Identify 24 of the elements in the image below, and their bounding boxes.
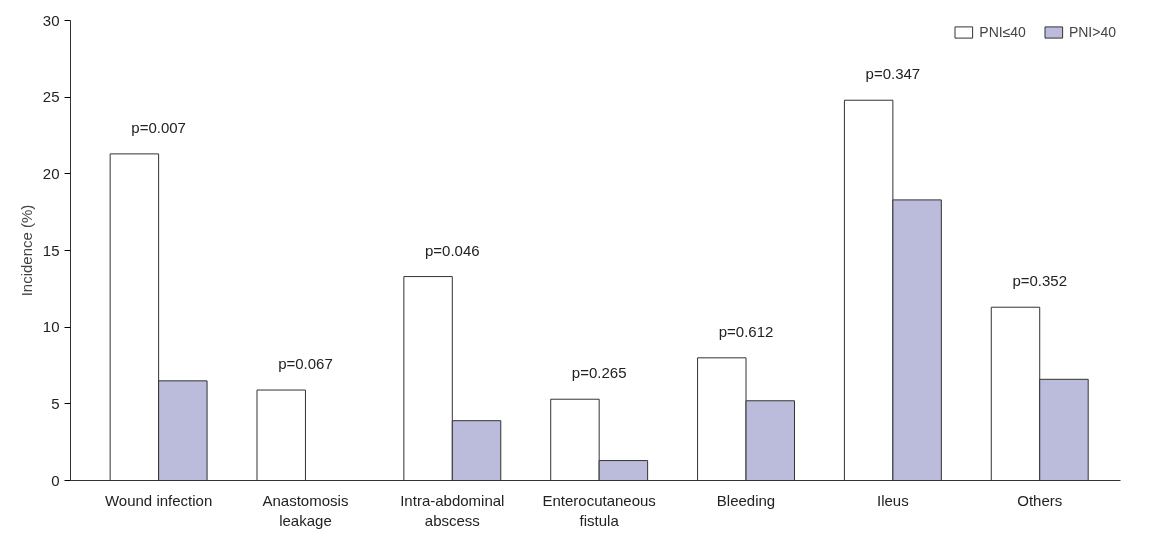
y-tick-label: 5 xyxy=(51,394,60,412)
x-tick-label: Ileus xyxy=(877,491,909,509)
y-tick-label: 10 xyxy=(42,318,60,336)
annotation: p=0.067 xyxy=(278,355,333,373)
x-tick-label: Anastomosis leakage xyxy=(262,491,349,529)
x-tick-label: Intra-abdominal abscess xyxy=(400,491,505,529)
y-tick-label: 25 xyxy=(42,88,60,106)
y-tick-label: 30 xyxy=(42,11,60,29)
x-tick-label: Bleeding xyxy=(716,491,776,509)
annotation: p=0.612 xyxy=(718,322,774,340)
annotation: p=0.265 xyxy=(571,364,627,382)
x-tick-label: Others xyxy=(1017,491,1063,509)
y-tick-label: 20 xyxy=(42,164,60,182)
legend-label: PNI>40 xyxy=(1068,24,1116,40)
annotation: p=0.352 xyxy=(1012,272,1068,290)
y-tick-label: 0 xyxy=(51,471,60,489)
legend-label: PNI≤40 xyxy=(979,24,1026,40)
annotation: p=0.347 xyxy=(865,65,921,83)
x-tick-label: Wound infection xyxy=(104,491,213,509)
annotation: p=0.046 xyxy=(425,241,480,259)
annotation: p=0.007 xyxy=(131,118,186,136)
y-axis-title: Incidence (%) xyxy=(17,204,35,297)
y-tick-label: 15 xyxy=(42,241,60,259)
x-tick-label: Enterocutaneous fistula xyxy=(542,491,656,529)
